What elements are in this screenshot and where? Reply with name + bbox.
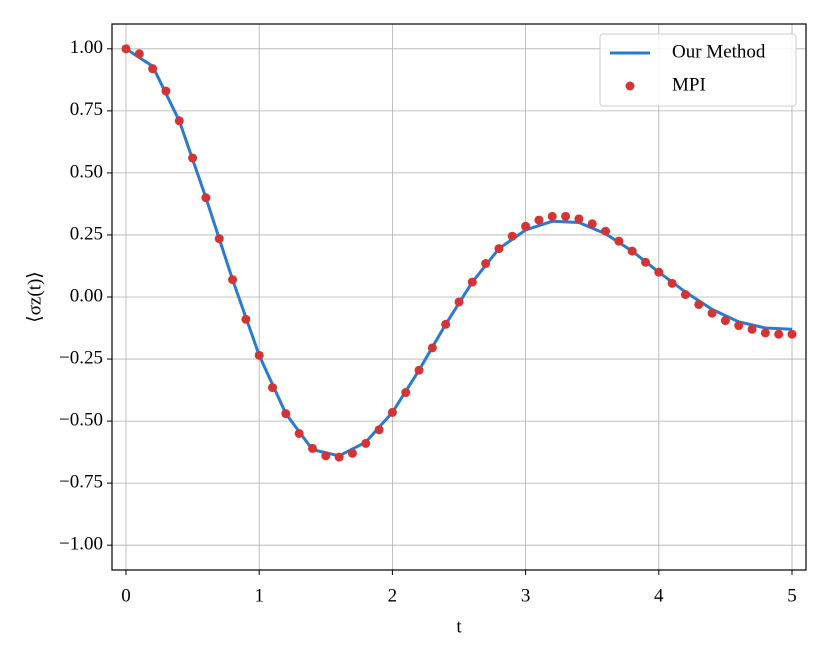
data-point bbox=[347, 448, 357, 458]
data-point bbox=[281, 409, 291, 419]
data-point bbox=[640, 257, 650, 267]
data-point bbox=[228, 275, 238, 285]
data-point bbox=[720, 316, 730, 326]
data-point bbox=[574, 214, 584, 224]
data-point bbox=[521, 221, 531, 231]
legend-label: MPI bbox=[672, 74, 706, 95]
data-point bbox=[174, 116, 184, 126]
x-tick-label: 0 bbox=[121, 585, 131, 606]
data-point bbox=[494, 244, 504, 254]
y-tick-label: −0.25 bbox=[59, 347, 103, 368]
y-tick-label: −0.50 bbox=[59, 409, 103, 430]
data-point bbox=[547, 211, 557, 221]
data-point bbox=[787, 329, 797, 339]
x-tick-label: 2 bbox=[388, 585, 398, 606]
x-tick-label: 3 bbox=[521, 585, 531, 606]
data-point bbox=[414, 365, 424, 375]
data-point bbox=[561, 211, 571, 221]
legend-swatch bbox=[625, 81, 635, 91]
y-tick-label: 0.25 bbox=[70, 223, 103, 244]
data-point bbox=[614, 236, 624, 246]
y-tick-label: 1.00 bbox=[70, 37, 103, 58]
data-point bbox=[321, 451, 331, 461]
data-point bbox=[241, 314, 251, 324]
legend: Our Method MPI bbox=[599, 33, 797, 107]
data-point bbox=[214, 234, 224, 244]
y-axis-label: ⟨σz(t)⟩ bbox=[24, 271, 45, 322]
data-point bbox=[507, 231, 517, 241]
data-point bbox=[667, 278, 677, 288]
data-point bbox=[760, 328, 770, 338]
y-tick-label: 0.75 bbox=[70, 99, 103, 120]
data-point bbox=[294, 429, 304, 438]
data-point bbox=[134, 49, 144, 59]
data-point bbox=[654, 267, 664, 277]
data-point bbox=[307, 443, 317, 453]
data-line bbox=[125, 47, 793, 458]
data-point bbox=[361, 438, 371, 448]
data-point bbox=[427, 343, 437, 353]
data-point bbox=[707, 308, 717, 318]
data-point bbox=[401, 388, 411, 398]
data-point bbox=[481, 258, 491, 268]
y-tick-label: −1.00 bbox=[59, 534, 103, 555]
legend-label: Our Method bbox=[672, 41, 766, 62]
x-tick-label: 4 bbox=[654, 585, 664, 606]
data-point bbox=[774, 329, 784, 339]
data-point bbox=[734, 321, 744, 331]
y-tick-label: −0.75 bbox=[59, 471, 103, 492]
data-point bbox=[387, 407, 397, 417]
y-tick-label: 0.00 bbox=[70, 285, 103, 306]
x-tick-label: 5 bbox=[787, 585, 797, 606]
data-point bbox=[441, 319, 451, 329]
data-point bbox=[454, 297, 464, 307]
data-point bbox=[148, 64, 158, 74]
data-point bbox=[680, 290, 690, 300]
data-point bbox=[694, 299, 704, 309]
data-point bbox=[334, 452, 344, 462]
data-point bbox=[161, 86, 171, 96]
data-point bbox=[188, 153, 198, 163]
data-point bbox=[374, 425, 384, 435]
data-point bbox=[121, 44, 131, 54]
data-point bbox=[254, 350, 264, 360]
x-tick-label: 1 bbox=[254, 585, 264, 606]
x-axis-label: t bbox=[456, 616, 462, 637]
y-tick-label: 0.50 bbox=[70, 161, 103, 182]
data-point bbox=[747, 324, 757, 334]
data-point bbox=[627, 246, 637, 256]
data-point bbox=[587, 219, 597, 229]
data-point bbox=[534, 215, 544, 225]
data-point bbox=[268, 383, 278, 393]
plot-frame bbox=[111, 23, 807, 571]
data-point bbox=[201, 193, 211, 203]
data-point bbox=[467, 277, 477, 287]
data-point bbox=[601, 226, 611, 236]
